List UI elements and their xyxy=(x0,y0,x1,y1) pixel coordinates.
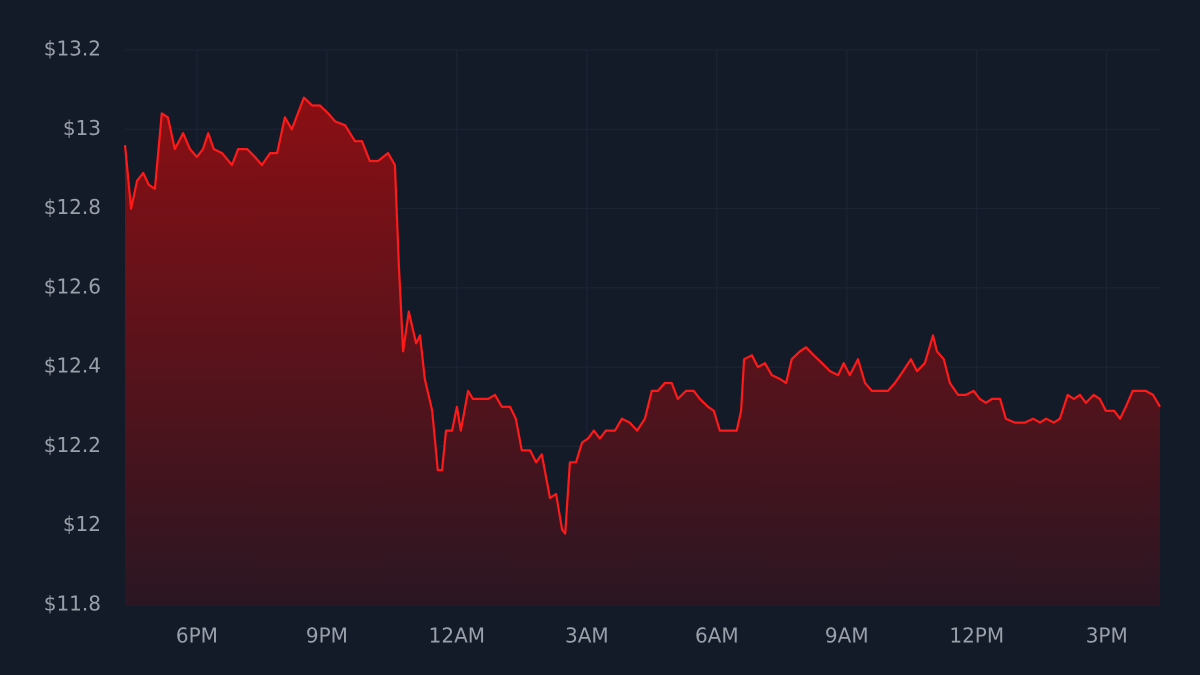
x-tick-label: 3AM xyxy=(565,624,609,648)
y-tick-label: $12.2 xyxy=(44,433,101,457)
x-tick-label: 6PM xyxy=(176,624,218,648)
x-tick-label: 9AM xyxy=(825,624,869,648)
x-tick-label: 3PM xyxy=(1086,624,1128,648)
y-tick-label: $12.6 xyxy=(44,274,101,298)
y-tick-label: $12.8 xyxy=(44,195,101,219)
x-tick-label: 12AM xyxy=(429,624,485,648)
x-tick-label: 9PM xyxy=(306,624,348,648)
y-tick-label: $13 xyxy=(63,116,101,140)
y-tick-label: $12 xyxy=(63,512,101,536)
x-tick-label: 12PM xyxy=(949,624,1004,648)
price-line xyxy=(123,96,1161,535)
area-fill xyxy=(125,97,1160,605)
y-tick-label: $11.8 xyxy=(44,592,101,616)
y-tick-label: $12.4 xyxy=(44,354,101,378)
y-tick-label: $13.2 xyxy=(44,37,101,61)
x-tick-label: 6AM xyxy=(695,624,739,648)
